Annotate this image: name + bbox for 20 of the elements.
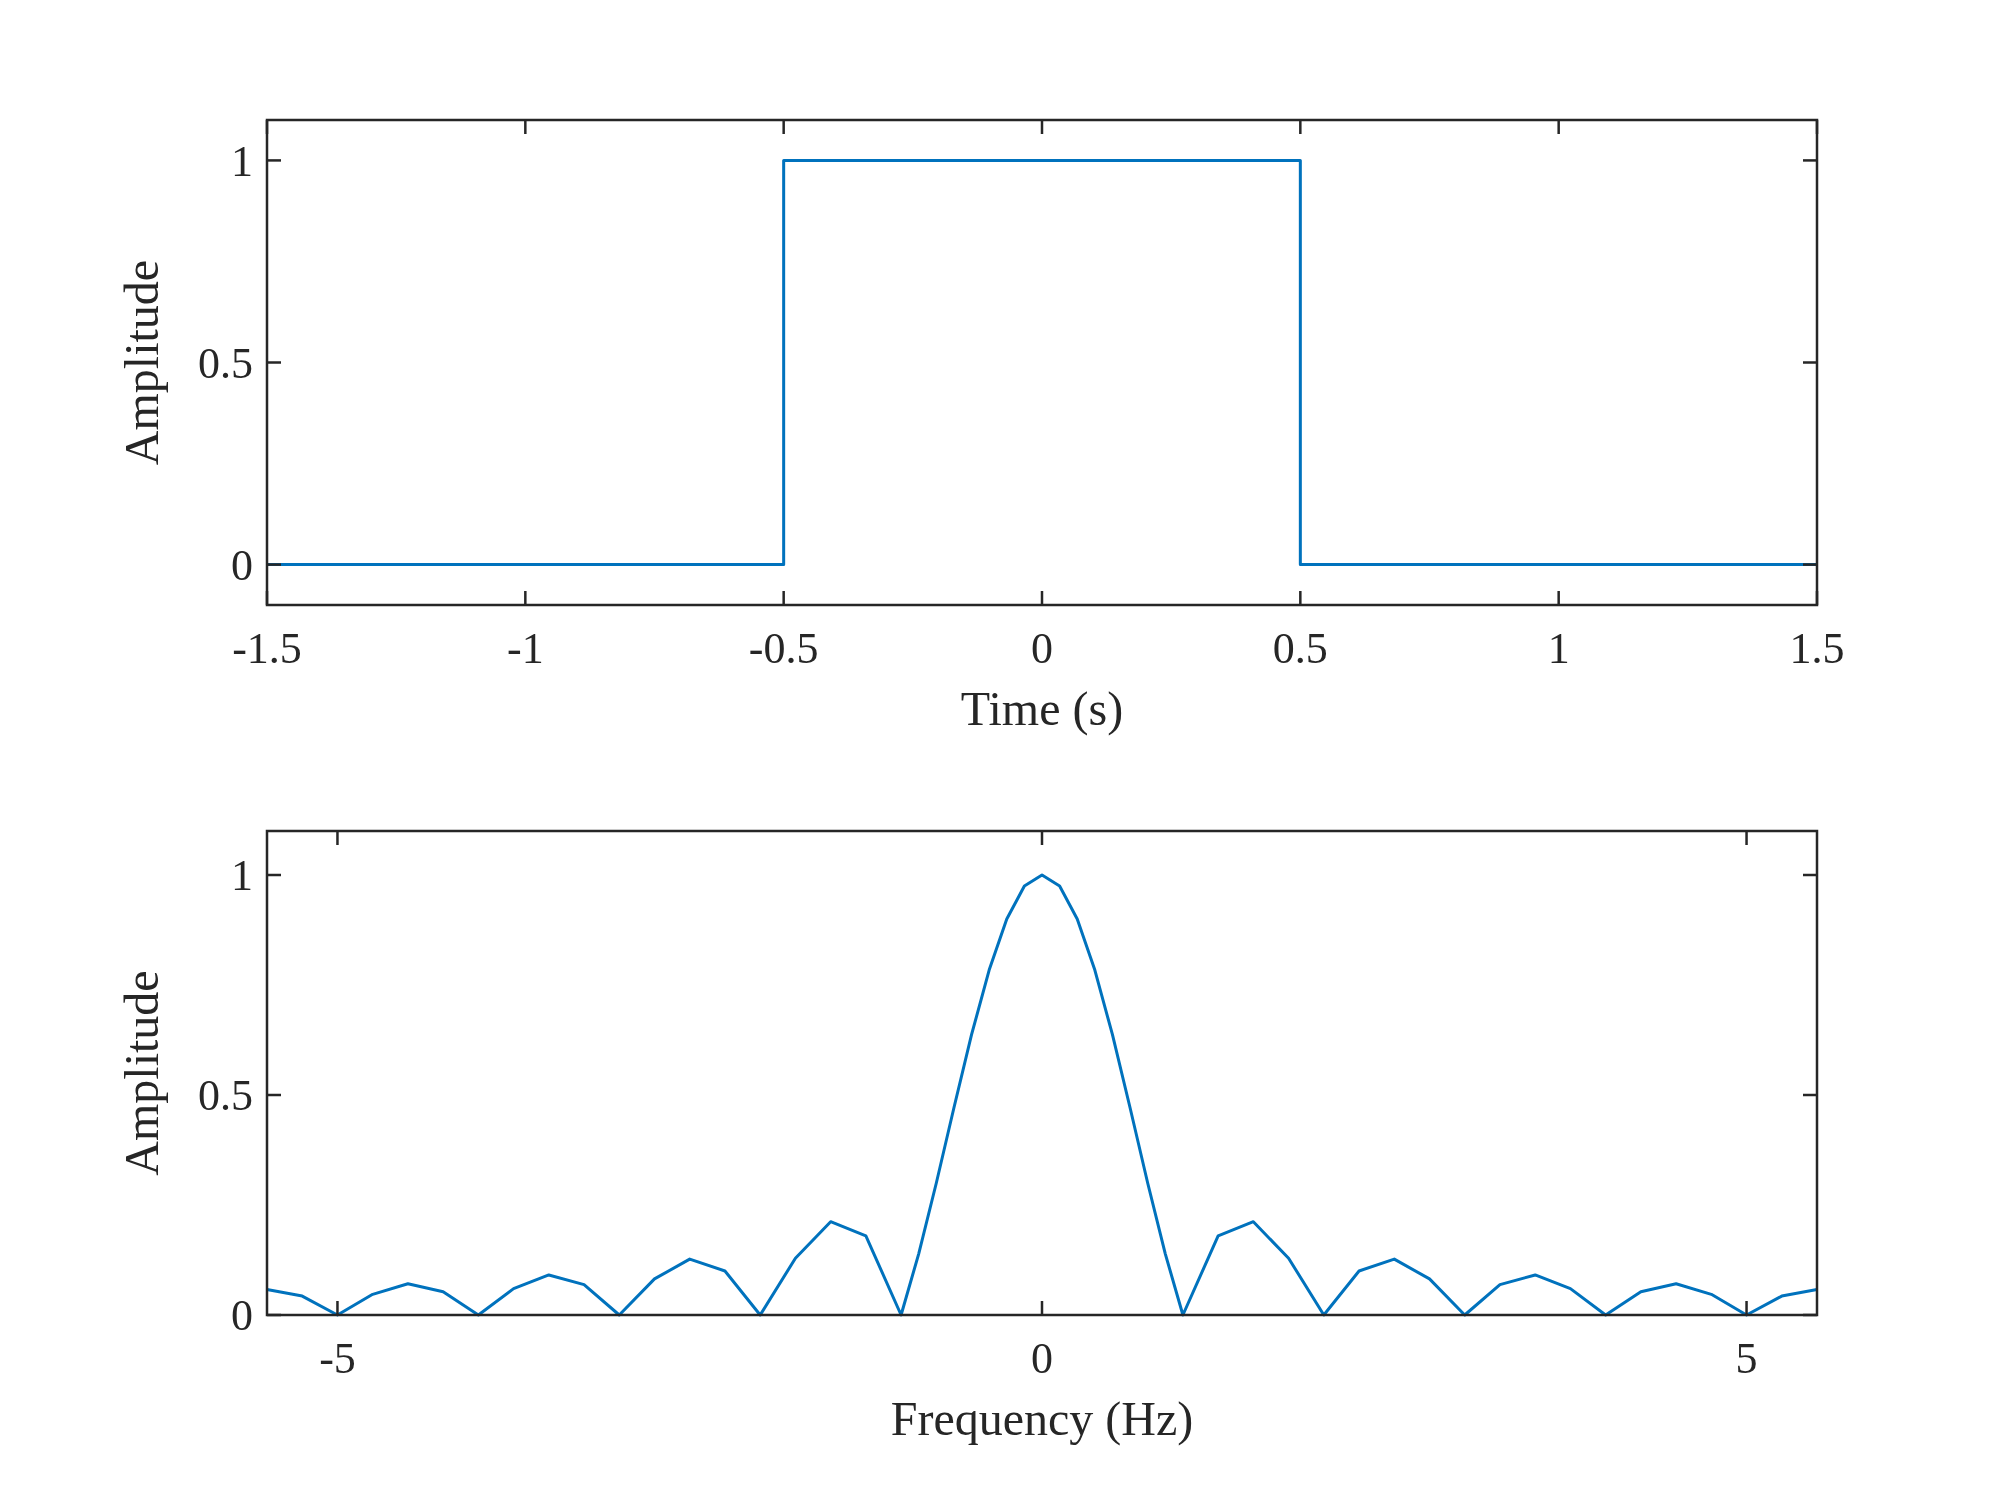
y-tick-label: 1 <box>231 136 253 186</box>
y-axis-title: Amplitude <box>115 970 168 1176</box>
y-tick-label: 1 <box>231 851 253 901</box>
y-tick-label: 0.5 <box>198 1071 253 1121</box>
x-tick-label: -5 <box>319 1334 356 1383</box>
y-axis-title: Amplitude <box>115 259 168 466</box>
x-tick-label: 0.5 <box>1272 624 1328 673</box>
x-tick-label: -1 <box>507 624 544 673</box>
x-tick-label: 0 <box>1031 624 1053 673</box>
x-axis-title: Frequency (Hz) <box>890 1392 1194 1446</box>
x-tick-label: 5 <box>1735 1334 1758 1383</box>
x-tick-label: 1.5 <box>1789 624 1845 673</box>
x-tick-label: -1.5 <box>232 624 302 673</box>
x-tick-label: 0 <box>1031 1334 1053 1383</box>
y-tick-label: 0 <box>231 1291 253 1341</box>
x-tick-label: -0.5 <box>748 624 819 673</box>
y-tick-label: 0 <box>231 540 253 590</box>
x-axis-title: Time (s) <box>960 682 1124 736</box>
y-tick-label: 0.5 <box>198 338 253 388</box>
x-tick-label: 1 <box>1547 624 1570 673</box>
